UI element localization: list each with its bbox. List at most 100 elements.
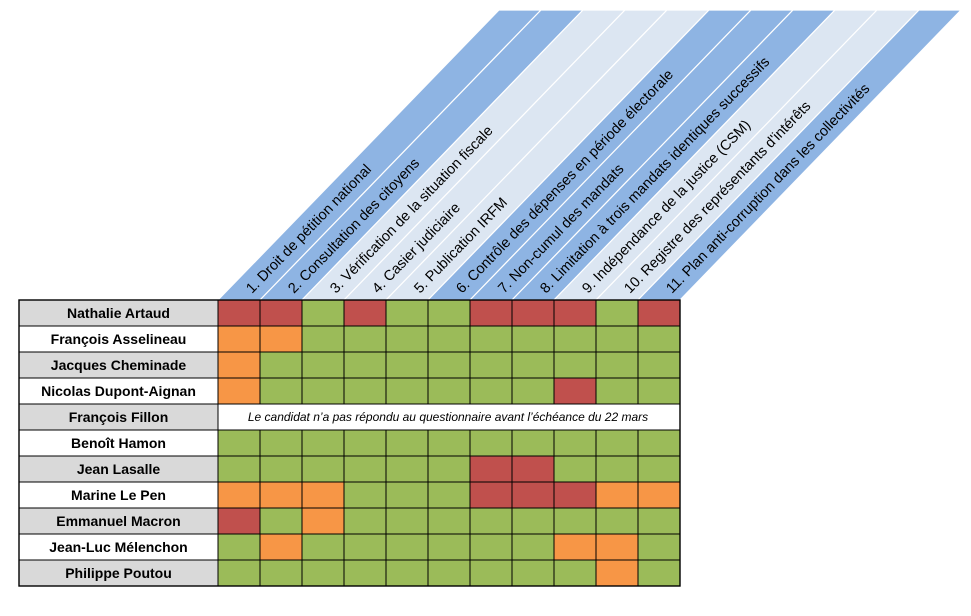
status-cell: [217, 481, 261, 509]
status-cell: [259, 377, 303, 405]
candidate-name: Nathalie Artaud: [67, 305, 170, 321]
candidate-label-cell: [18, 533, 219, 561]
status-cell: [259, 299, 303, 327]
candidate-name: Nicolas Dupont-Aignan: [41, 383, 196, 399]
status-cell: [637, 377, 681, 405]
status-cell: [469, 351, 513, 379]
status-cell: [553, 377, 597, 405]
status-cell: [553, 429, 597, 457]
status-cell: [553, 325, 597, 353]
status-cell: [595, 351, 639, 379]
table-frame: [18, 299, 681, 587]
candidate-name: Emmanuel Macron: [56, 513, 180, 529]
status-cell: [301, 455, 345, 483]
status-cell: [469, 429, 513, 457]
candidate-label-cell: [18, 481, 219, 509]
status-cell: [595, 299, 639, 327]
status-cell: [511, 507, 555, 535]
candidate-label-cell: [18, 403, 219, 431]
status-cell: [301, 533, 345, 561]
candidate-name: Marine Le Pen: [71, 487, 166, 503]
candidate-label-cell: [18, 325, 219, 353]
status-cell: [343, 455, 387, 483]
status-cell: [301, 351, 345, 379]
status-cell: [511, 429, 555, 457]
status-cell: [469, 533, 513, 561]
status-cell: [427, 429, 471, 457]
status-cell: [637, 559, 681, 587]
status-cell: [259, 507, 303, 535]
status-cell: [511, 481, 555, 509]
status-cell: [217, 299, 261, 327]
status-cell: [343, 325, 387, 353]
status-cell: [511, 299, 555, 327]
status-cell: [637, 351, 681, 379]
candidate-name: Benoît Hamon: [71, 435, 166, 451]
status-cell: [385, 533, 429, 561]
status-cell: [427, 351, 471, 379]
status-cell: [301, 377, 345, 405]
status-cell: [553, 455, 597, 483]
status-cell: [595, 429, 639, 457]
status-cell: [385, 507, 429, 535]
status-cell: [301, 481, 345, 509]
status-cell: [427, 507, 471, 535]
candidate-name: François Asselineau: [51, 331, 187, 347]
status-cell: [217, 455, 261, 483]
status-cell: [385, 559, 429, 587]
status-cell: [553, 481, 597, 509]
status-cell: [343, 533, 387, 561]
status-cell: [553, 507, 597, 535]
status-cell: [217, 533, 261, 561]
status-cell: [343, 559, 387, 587]
status-cell: [511, 377, 555, 405]
status-cell: [469, 455, 513, 483]
status-cell: [343, 507, 387, 535]
status-cell: [343, 299, 387, 327]
status-cell: [427, 377, 471, 405]
status-cell: [259, 351, 303, 379]
status-cell: [259, 559, 303, 587]
status-cell: [511, 559, 555, 587]
status-cell: [427, 325, 471, 353]
status-cell: [385, 377, 429, 405]
status-cell: [427, 481, 471, 509]
status-cell: [511, 325, 555, 353]
status-cell: [385, 325, 429, 353]
status-cell: [595, 559, 639, 587]
candidate-label-cell: [18, 559, 219, 587]
status-cell: [595, 377, 639, 405]
status-cell: [385, 481, 429, 509]
status-cell: [301, 429, 345, 457]
status-cell: [343, 481, 387, 509]
status-cell: [427, 559, 471, 587]
status-cell: [637, 325, 681, 353]
candidate-name: Jean Lasalle: [77, 461, 160, 477]
status-cell: [427, 299, 471, 327]
status-cell: [427, 455, 471, 483]
status-cell: [217, 429, 261, 457]
status-cell: [343, 377, 387, 405]
status-cell: [217, 507, 261, 535]
status-cell: [385, 351, 429, 379]
no-response-note: Le candidat n’a pas répondu au questionn…: [248, 410, 648, 424]
status-cell: [259, 325, 303, 353]
status-cell: [217, 351, 261, 379]
status-cell: [385, 429, 429, 457]
no-response-cell: [217, 403, 681, 431]
status-cell: [469, 299, 513, 327]
status-cell: [301, 559, 345, 587]
status-cell: [637, 507, 681, 535]
status-cell: [343, 429, 387, 457]
status-cell: [511, 533, 555, 561]
status-cell: [259, 429, 303, 457]
status-cell: [637, 533, 681, 561]
status-grid: Nathalie Artaud François Asselineau Jacque…: [18, 299, 681, 587]
status-cell: [595, 325, 639, 353]
status-cell: [553, 351, 597, 379]
status-cell: [217, 559, 261, 587]
status-cell: [385, 299, 429, 327]
status-cell: [301, 299, 345, 327]
